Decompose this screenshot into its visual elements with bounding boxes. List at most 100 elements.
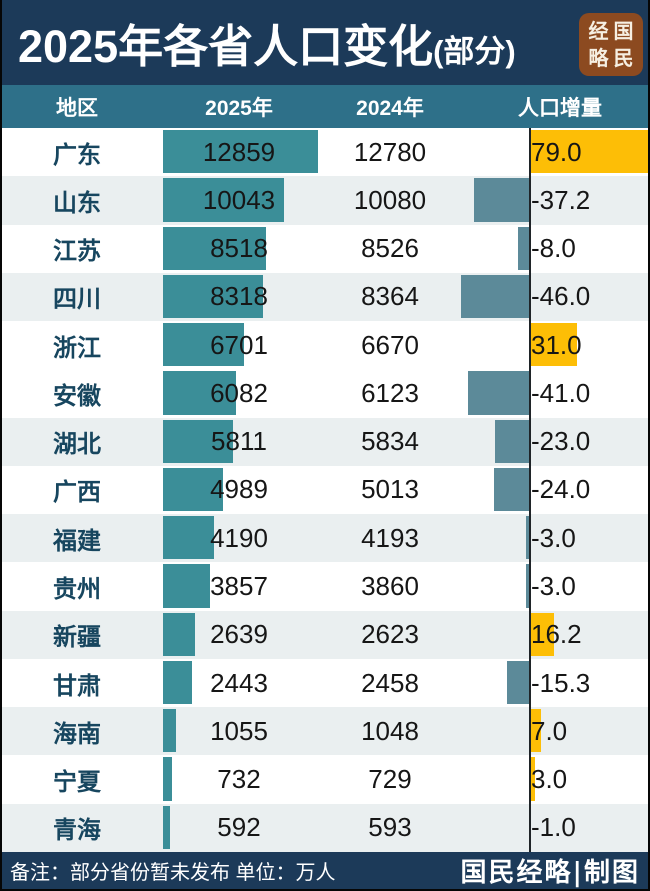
value-2024: 3860 <box>361 571 419 602</box>
bar-delta <box>525 564 530 608</box>
value-2024: 6123 <box>361 377 419 408</box>
bar-delta <box>530 612 555 656</box>
seal-char: 略 <box>588 45 609 70</box>
table-row: 山东 10043 10080 -37.2 <box>2 176 648 225</box>
bar-delta <box>530 757 535 801</box>
table-row: 湖北 5811 5834 -23.0 <box>2 417 648 466</box>
value-2024: 8364 <box>361 281 419 312</box>
value-delta: -41.0 <box>531 377 591 408</box>
value-2024: 5013 <box>361 474 419 505</box>
table-header: 地区 2025年 2024年 人口增量 <box>2 85 648 128</box>
rows-container: 广东 12859 12780 79.0 山东 10043 10080 -37.2… <box>2 128 648 852</box>
value-2025: 592 <box>217 812 261 843</box>
delta-axis-line <box>529 128 531 852</box>
bar-2025 <box>163 226 266 270</box>
value-2025: 4190 <box>210 522 268 553</box>
value-delta: -1.0 <box>531 812 576 843</box>
value-2024: 2623 <box>361 619 419 650</box>
value-delta: 79.0 <box>531 136 582 167</box>
value-delta: 3.0 <box>531 764 568 795</box>
bar-delta <box>460 274 530 319</box>
bar-2025 <box>163 516 214 560</box>
seal-char: 民 <box>613 45 634 70</box>
table-row: 宁夏 732 729 3.0 <box>2 755 648 804</box>
value-2025: 2639 <box>210 619 268 650</box>
bar-2025 <box>163 323 244 367</box>
table-row: 广东 12859 12780 79.0 <box>2 128 648 177</box>
value-delta: -3.0 <box>531 571 576 602</box>
region-label: 广东 <box>53 141 101 169</box>
table-row: 安徽 6082 6123 -41.0 <box>2 369 648 418</box>
value-2025: 4989 <box>210 474 268 505</box>
bar-delta <box>525 516 530 560</box>
bar-delta <box>518 226 530 270</box>
page-title-main: 2025年各省人口变化 <box>18 21 434 72</box>
table-row: 福建 4190 4193 -3.0 <box>2 514 648 563</box>
region-label: 福建 <box>53 527 101 555</box>
region-label: 甘肃 <box>53 672 101 700</box>
bar-2025 <box>163 612 195 656</box>
value-2024: 5834 <box>361 426 419 457</box>
table-row: 四川 8318 8364 -46.0 <box>2 272 648 322</box>
table-row: 浙江 6701 6670 31.0 <box>2 321 648 370</box>
table-row: 新疆 2639 2623 16.2 <box>2 610 648 659</box>
region-label: 浙江 <box>53 334 101 362</box>
brand-seal: 经 国 略 民 <box>579 13 643 76</box>
value-delta: 31.0 <box>531 329 582 360</box>
footer-note: 备注：部分省份暂未发布 单位：万人 <box>10 862 336 884</box>
value-2024: 10080 <box>353 184 427 215</box>
bar-2025 <box>163 757 172 801</box>
bar-2025 <box>163 564 210 608</box>
value-2025: 2443 <box>210 667 268 698</box>
table-row: 江苏 8518 8526 -8.0 <box>2 224 648 273</box>
value-delta: -46.0 <box>531 281 591 312</box>
bar-delta <box>493 467 530 512</box>
value-delta: -3.0 <box>531 522 576 553</box>
table-row: 贵州 3857 3860 -3.0 <box>2 562 648 611</box>
bar-delta <box>530 709 541 753</box>
region-label: 湖北 <box>53 431 101 459</box>
value-2025: 8318 <box>210 281 268 312</box>
header-2024: 2024年 <box>356 96 424 120</box>
value-2025: 5811 <box>211 426 267 457</box>
page-title-suffix: (部分) <box>433 34 516 69</box>
table-row: 甘肃 2443 2458 -15.3 <box>2 658 648 708</box>
bar-delta <box>530 130 648 174</box>
value-2025: 732 <box>217 764 261 795</box>
bar-2025 <box>163 419 233 463</box>
region-label: 海南 <box>53 720 101 748</box>
value-2025: 8518 <box>210 233 268 264</box>
value-2025: 6701 <box>210 329 268 360</box>
region-label: 江苏 <box>53 238 101 266</box>
header-delta: 人口增量 <box>518 96 602 120</box>
title-bar: 2025年各省人口变化(部分) 经 国 略 民 <box>2 0 648 85</box>
value-delta: -15.3 <box>531 667 591 698</box>
value-delta: -8.0 <box>531 233 576 264</box>
region-label: 四川 <box>53 286 101 314</box>
bar-2025 <box>163 709 176 753</box>
value-delta: -24.0 <box>531 474 591 505</box>
bar-delta <box>495 419 530 463</box>
value-delta: 16.2 <box>531 619 582 650</box>
header-region: 地区 <box>56 96 98 120</box>
value-2024: 729 <box>368 764 412 795</box>
bar-2025 <box>163 371 237 415</box>
region-label: 山东 <box>53 189 101 217</box>
region-label: 安徽 <box>53 382 101 410</box>
table-row: 青海 592 593 -1.0 <box>2 803 648 852</box>
region-label: 新疆 <box>53 624 101 652</box>
footer-credit: 国民经略|制图 <box>460 858 640 888</box>
page-title: 2025年各省人口变化(部分) <box>2 10 516 75</box>
region-label: 广西 <box>53 479 101 507</box>
value-2024: 593 <box>368 812 412 843</box>
value-delta: -23.0 <box>531 426 591 457</box>
value-2024: 4193 <box>361 522 419 553</box>
region-label: 贵州 <box>53 576 101 604</box>
seal-char: 经 <box>588 19 609 44</box>
bar-delta <box>507 660 530 705</box>
bar-delta <box>530 323 577 367</box>
value-2025: 6082 <box>210 377 268 408</box>
value-2024: 1048 <box>361 715 419 746</box>
seal-char: 国 <box>613 19 634 44</box>
